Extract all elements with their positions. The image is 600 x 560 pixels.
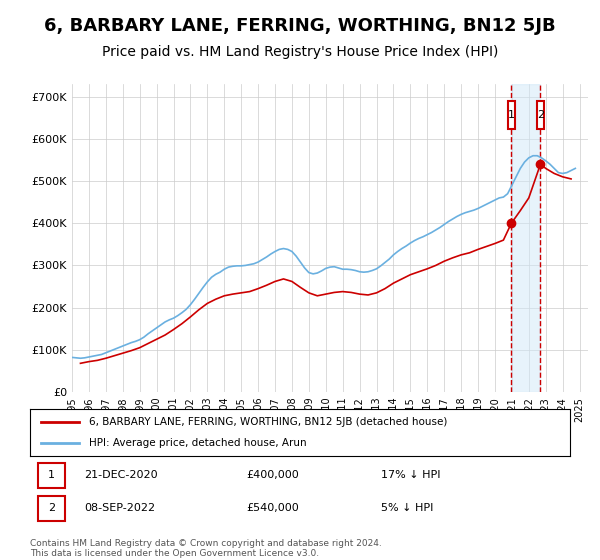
FancyBboxPatch shape xyxy=(537,101,544,129)
Text: 08-SEP-2022: 08-SEP-2022 xyxy=(84,503,155,513)
Text: HPI: Average price, detached house, Arun: HPI: Average price, detached house, Arun xyxy=(89,438,307,448)
Text: 5% ↓ HPI: 5% ↓ HPI xyxy=(381,503,433,513)
FancyBboxPatch shape xyxy=(508,101,515,129)
FancyBboxPatch shape xyxy=(38,496,65,521)
Text: £540,000: £540,000 xyxy=(246,503,299,513)
Text: £400,000: £400,000 xyxy=(246,470,299,480)
Text: 6, BARBARY LANE, FERRING, WORTHING, BN12 5JB: 6, BARBARY LANE, FERRING, WORTHING, BN12… xyxy=(44,17,556,35)
Text: 17% ↓ HPI: 17% ↓ HPI xyxy=(381,470,440,480)
Text: Price paid vs. HM Land Registry's House Price Index (HPI): Price paid vs. HM Land Registry's House … xyxy=(102,45,498,59)
Text: 1: 1 xyxy=(508,110,515,120)
Text: Contains HM Land Registry data © Crown copyright and database right 2024.
This d: Contains HM Land Registry data © Crown c… xyxy=(30,539,382,558)
Text: 21-DEC-2020: 21-DEC-2020 xyxy=(84,470,158,480)
FancyBboxPatch shape xyxy=(38,463,65,488)
Text: 1: 1 xyxy=(48,470,55,480)
Text: 2: 2 xyxy=(537,110,544,120)
Bar xyxy=(511,84,541,392)
Text: 6, BARBARY LANE, FERRING, WORTHING, BN12 5JB (detached house): 6, BARBARY LANE, FERRING, WORTHING, BN12… xyxy=(89,417,448,427)
Text: 2: 2 xyxy=(48,503,55,513)
